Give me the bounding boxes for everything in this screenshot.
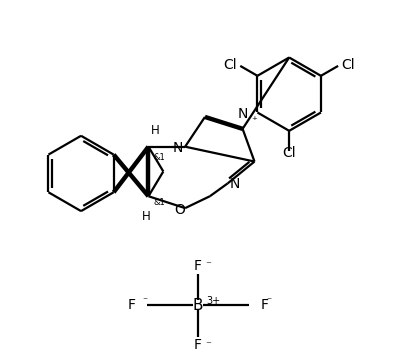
Text: B: B (193, 298, 203, 313)
Text: ⁻: ⁻ (205, 340, 211, 350)
Text: N: N (230, 177, 240, 191)
Text: Cl: Cl (223, 58, 237, 72)
Text: ⁻: ⁻ (142, 296, 147, 306)
Text: ⁺: ⁺ (251, 116, 257, 126)
Text: Cl: Cl (342, 58, 355, 72)
Text: Cl: Cl (282, 146, 296, 160)
Text: &1: &1 (153, 152, 165, 162)
Text: F: F (128, 298, 135, 312)
Text: ⁻: ⁻ (267, 296, 272, 306)
Text: H: H (150, 124, 159, 137)
Text: N: N (173, 140, 183, 155)
Text: &1: &1 (153, 198, 165, 207)
Text: F: F (194, 338, 202, 352)
Text: F: F (261, 298, 268, 312)
Text: F: F (194, 259, 202, 273)
Text: N: N (238, 107, 248, 121)
Text: H: H (142, 210, 151, 223)
Text: O: O (174, 203, 185, 217)
Text: 3+: 3+ (206, 296, 220, 306)
Text: ⁻: ⁻ (205, 261, 211, 271)
